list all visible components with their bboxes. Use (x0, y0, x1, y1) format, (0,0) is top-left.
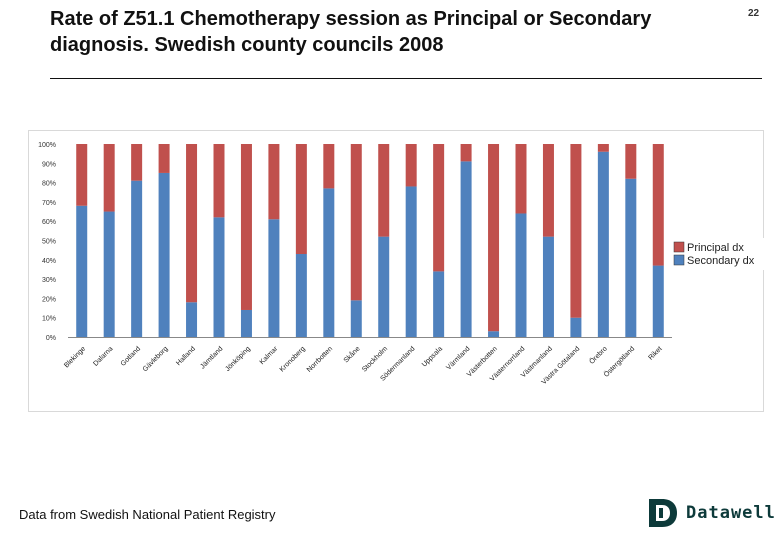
datawell-logo-text: Datawell (686, 503, 776, 523)
bar-principal-6 (240, 144, 252, 310)
bar-principal-21 (652, 144, 664, 266)
bar-secondary-20 (625, 178, 637, 337)
y-tick-label: 20% (42, 296, 56, 303)
bar-secondary-9 (323, 188, 335, 337)
legend-label-0: Principal dx (687, 242, 744, 254)
chart-svg: 0% 10% 20% 30% 40% 50% 60% 70% 80% 90% 100% Bleking… (28, 130, 764, 412)
bar-principal-9 (323, 144, 335, 189)
y-tick-label: 0% (46, 335, 56, 342)
bar-secondary-14 (460, 161, 472, 337)
y-tick-label: 90% (42, 161, 56, 168)
legend-swatch-0 (673, 241, 685, 253)
datawell-logo-mark-icon (649, 499, 677, 527)
chart-frame (28, 130, 764, 412)
y-tick-label: 30% (42, 277, 56, 284)
bar-secondary-8 (295, 254, 307, 337)
stacked-bar-chart: 0% 10% 20% 30% 40% 50% 60% 70% 80% 90% 100% Bleking… (28, 130, 764, 412)
bar-principal-19 (597, 144, 609, 152)
legend-box (672, 238, 764, 270)
x-tick-label: Uppsala (421, 345, 444, 368)
bar-principal-2 (131, 144, 143, 181)
x-tick-label: Halland (175, 345, 197, 367)
y-tick-label: 60% (42, 219, 56, 226)
bar-principal-17 (542, 144, 554, 237)
bar-principal-12 (405, 144, 417, 187)
bar-principal-16 (515, 144, 527, 214)
y-tick-label: 40% (42, 258, 56, 265)
x-tick-label: Jämtland (199, 345, 224, 370)
x-tick-label: Stockholm (361, 345, 389, 373)
datawell-logo: Datawell (646, 496, 775, 530)
y-tick-label: 10% (42, 316, 56, 323)
x-tick-label: Värmland (445, 345, 471, 371)
x-tick-label: Gotland (120, 345, 142, 367)
bar-secondary-21 (652, 265, 664, 337)
x-tick-label: Norrbotten (306, 345, 334, 373)
x-tick-label: Jönköping (224, 345, 252, 373)
bar-principal-11 (378, 144, 390, 237)
x-tick-label: Blekinge (63, 345, 87, 369)
bar-principal-7 (268, 144, 280, 220)
bar-principal-5 (213, 144, 225, 218)
bar-secondary-10 (350, 300, 362, 337)
legend-swatch-1 (673, 254, 685, 266)
x-tick-label: Gävleborg (142, 345, 170, 373)
bar-principal-0 (76, 144, 88, 206)
bar-principal-8 (295, 144, 307, 255)
x-tick-label: Dalarna (92, 345, 114, 367)
bar-principal-4 (186, 144, 198, 303)
bar-principal-20 (625, 144, 637, 179)
bar-principal-15 (488, 144, 500, 332)
bar-secondary-4 (186, 302, 198, 337)
bar-secondary-0 (76, 205, 88, 337)
x-tick-label: Kalmar (259, 345, 280, 366)
bar-secondary-2 (131, 180, 143, 337)
bar-secondary-5 (213, 217, 225, 337)
y-tick-label: 100% (38, 142, 56, 149)
data-source-footer: Data from Swedish National Patient Regis… (19, 507, 276, 522)
y-tick-label: 70% (42, 200, 56, 207)
legend-label-1: Secondary dx (687, 255, 755, 267)
y-tick-label: 80% (42, 181, 56, 188)
bar-secondary-13 (433, 271, 445, 337)
slide-title: Rate of Z51.1 Chemotherapy session as Pr… (50, 8, 652, 56)
x-tick-label: Skåne (342, 345, 362, 365)
bar-secondary-1 (103, 211, 115, 337)
bar-secondary-12 (405, 186, 417, 337)
bar-secondary-18 (570, 317, 582, 337)
bar-secondary-15 (488, 331, 500, 337)
bar-principal-3 (158, 144, 170, 173)
page-number: 22 (748, 8, 760, 19)
x-tick-label: Kronoberg (279, 345, 307, 373)
bar-secondary-16 (515, 213, 527, 337)
bar-secondary-3 (158, 172, 170, 337)
bar-secondary-17 (542, 236, 554, 337)
bar-principal-13 (433, 144, 445, 272)
bar-secondary-19 (597, 151, 609, 337)
bar-principal-10 (350, 144, 362, 301)
title-underline (50, 78, 762, 79)
bar-secondary-6 (240, 309, 252, 337)
bar-principal-1 (103, 144, 115, 212)
bar-secondary-7 (268, 219, 280, 337)
bar-secondary-11 (378, 236, 390, 337)
x-tick-label: Örebro (588, 345, 609, 366)
bar-principal-14 (460, 144, 472, 162)
bar-principal-18 (570, 144, 582, 318)
y-tick-label: 50% (42, 239, 56, 246)
x-tick-label: Riket (647, 345, 663, 361)
